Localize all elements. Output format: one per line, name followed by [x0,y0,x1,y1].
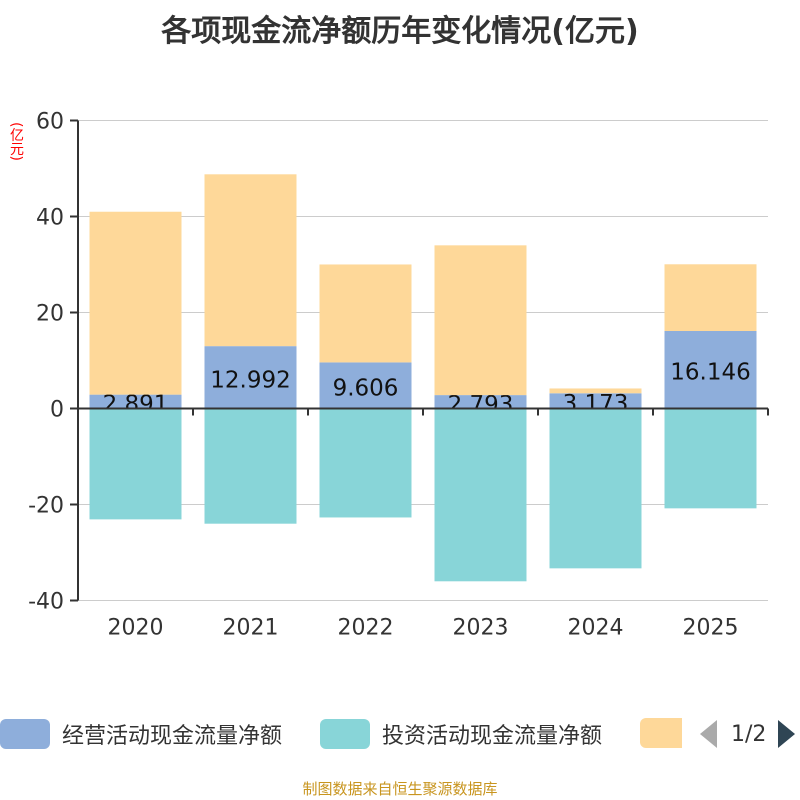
legend-pager: 1/2 [700,720,796,748]
bar-investing-2022 [319,408,412,518]
bar-investing-2023 [434,408,527,582]
x-tick-label: 2023 [453,616,509,641]
legend-item-operating[interactable]: 经营活动现金流量净额 [0,718,282,750]
bar-operating-2020 [89,394,182,409]
legend: 经营活动现金流量净额 投资活动现金流量净额 1/2 [0,718,800,752]
y-tick-label: 40 [36,206,64,231]
y-tick-label: 60 [36,110,64,135]
legend-label: 投资活动现金流量净额 [382,724,603,749]
bar-third-2025 [664,264,757,331]
x-tick-label: 2020 [108,616,164,641]
legend-next-icon[interactable] [778,720,796,748]
legend-swatch [0,719,50,749]
legend-item-investing[interactable]: 投资活动现金流量净额 [320,718,602,750]
y-axis-unit-label: (亿元) [8,122,24,161]
bar-investing-2025 [664,408,757,509]
x-tick-label: 2022 [338,616,394,641]
bar-operating-2025 [664,330,757,409]
bar-investing-2024 [549,408,642,569]
legend-swatch [320,719,370,749]
x-tick-label: 2021 [223,616,279,641]
bar-third-2023 [434,245,527,396]
bar-third-2022 [319,264,412,363]
legend-label: 经营活动现金流量净额 [62,724,283,749]
bar-third-2020 [89,211,182,395]
bar-investing-2020 [89,408,182,520]
data-source-note: 制图数据来自恒生聚源数据库 [302,780,498,798]
y-tick-label: 20 [36,302,64,327]
bar-investing-2021 [204,408,297,524]
data-label: 12.992 [210,367,290,393]
chart-plot: -40-2002040602.891202012.99220219.606202… [28,110,769,641]
bar-operating-2022 [319,362,412,409]
bar-operating-2023 [434,395,527,409]
legend-swatch [640,718,682,748]
legend-page-indicator: 1/2 [731,721,767,747]
legend-prev-icon[interactable] [700,720,717,748]
x-tick-label: 2025 [683,616,739,641]
x-tick-label: 2024 [568,616,624,641]
bar-operating-2021 [204,346,297,409]
data-label: 9.606 [333,375,399,401]
bar-third-2024 [549,388,642,394]
legend-item-third[interactable] [640,718,694,748]
y-tick-label: -20 [28,494,64,519]
y-tick-label: 0 [50,398,64,423]
bar-third-2021 [204,174,297,347]
chart-title: 各项现金流净额历年变化情况(亿元) [161,14,639,49]
data-label: 16.146 [670,360,750,386]
y-tick-label: -40 [28,590,64,615]
bar-operating-2024 [549,393,642,409]
